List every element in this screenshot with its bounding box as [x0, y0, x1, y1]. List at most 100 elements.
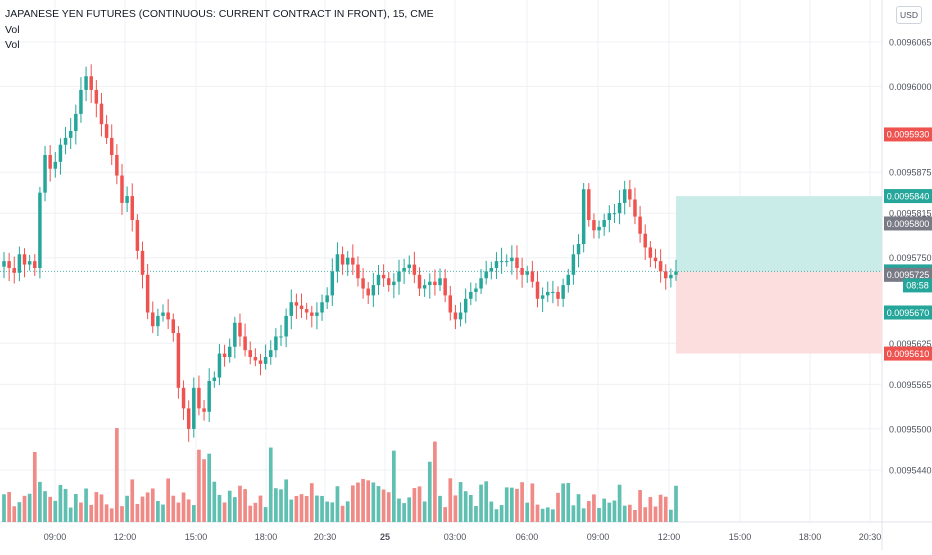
candle-body [515, 257, 519, 268]
volume-bar [294, 495, 299, 522]
volume-bar [510, 487, 514, 522]
candle-body [674, 271, 678, 275]
volume-bar [340, 505, 345, 522]
candle-body [89, 76, 93, 90]
candle-body [156, 315, 160, 327]
candle-body [561, 285, 565, 299]
volume-bar [515, 488, 519, 522]
candle-body [381, 274, 386, 279]
x-tick-label: 18:00 [255, 532, 278, 542]
volume-bar [638, 490, 642, 522]
volume-bar [284, 479, 288, 522]
candle-body [592, 220, 596, 231]
candle-body [120, 175, 124, 203]
candle-body [658, 261, 663, 272]
volume-bar [222, 502, 227, 522]
volume-bar [468, 494, 473, 522]
volume-bar [366, 480, 371, 522]
currency-button[interactable]: USD [896, 6, 922, 24]
volume-bar [263, 507, 268, 522]
candle-body [58, 144, 63, 162]
volume-bar [217, 494, 222, 522]
volume-bar [402, 503, 406, 522]
x-tick-label: 15:00 [185, 532, 208, 542]
volume-bar [7, 492, 11, 522]
candle-body [79, 89, 83, 114]
volume-bar [545, 507, 550, 522]
candle-body [540, 295, 545, 299]
volume-bar [79, 502, 83, 522]
volume-bar [412, 488, 417, 522]
volume-bar [181, 492, 186, 522]
volume-bar [253, 502, 258, 522]
candle-body [38, 192, 42, 268]
volume-bar [504, 487, 509, 522]
volume-bar [556, 492, 560, 522]
volume-bar [161, 504, 165, 522]
volume-bar [489, 501, 494, 522]
volume-bar [156, 501, 160, 522]
volume-label-primary[interactable]: Vol [5, 24, 20, 36]
candle-body [115, 154, 119, 176]
volume-bar [27, 493, 32, 522]
volume-bar [2, 494, 6, 522]
candle-body [243, 336, 247, 351]
candle-body [663, 271, 668, 279]
candle-body [361, 278, 365, 289]
volume-bar [232, 497, 237, 522]
price-label-support-text: 0.0095670 [887, 308, 930, 318]
volume-bar [120, 506, 124, 522]
volume-bar [417, 486, 422, 522]
candle-body [607, 213, 612, 221]
volume-bar [104, 504, 109, 522]
candle-body [412, 264, 417, 275]
volume-bar [356, 482, 360, 522]
volume-label-secondary[interactable]: Vol [5, 39, 20, 51]
volume-bar [12, 506, 17, 522]
y-tick-label: 0.0095875 [889, 168, 932, 178]
candle-body [546, 291, 550, 296]
candle-body [43, 154, 47, 193]
volume-bar [258, 495, 263, 522]
candle-body [274, 336, 278, 351]
volume-bar [438, 495, 442, 522]
candle-body [504, 261, 509, 263]
volume-bar [581, 508, 586, 522]
volume-bar [68, 507, 73, 522]
candle-body [407, 264, 411, 268]
candle-body [392, 281, 396, 286]
x-tick-label: 20:30 [314, 532, 337, 542]
candle-body [94, 89, 99, 104]
candle-body [417, 274, 422, 289]
volume-bar [653, 506, 658, 522]
candle-body [161, 312, 165, 316]
candle-body [366, 288, 370, 296]
candle-body [386, 278, 391, 286]
candle-body [304, 309, 309, 313]
volume-bar [274, 488, 278, 522]
volume-bar [48, 496, 53, 522]
candle-body [581, 189, 586, 245]
volume-bar [597, 507, 601, 522]
price-label-target [884, 189, 932, 204]
volume-bar [658, 494, 663, 522]
candle-body [463, 298, 468, 313]
volume-bar [494, 509, 499, 522]
candle-body [284, 315, 288, 337]
candle-body [166, 312, 170, 320]
x-tick-label: 12:00 [658, 532, 681, 542]
candle-body [186, 408, 191, 429]
candle-body [556, 291, 560, 299]
candle-body [653, 257, 658, 262]
price-label-crosshair-text: 0.0095800 [887, 219, 930, 229]
candle-body [269, 350, 273, 358]
candle-body [622, 189, 627, 203]
candle-body [125, 196, 129, 203]
volume-bar [38, 481, 42, 522]
volume-bar [320, 495, 324, 522]
y-tick-label: 0.0095750 [889, 253, 932, 263]
volume-bar [376, 486, 381, 522]
candle-body [197, 387, 201, 409]
